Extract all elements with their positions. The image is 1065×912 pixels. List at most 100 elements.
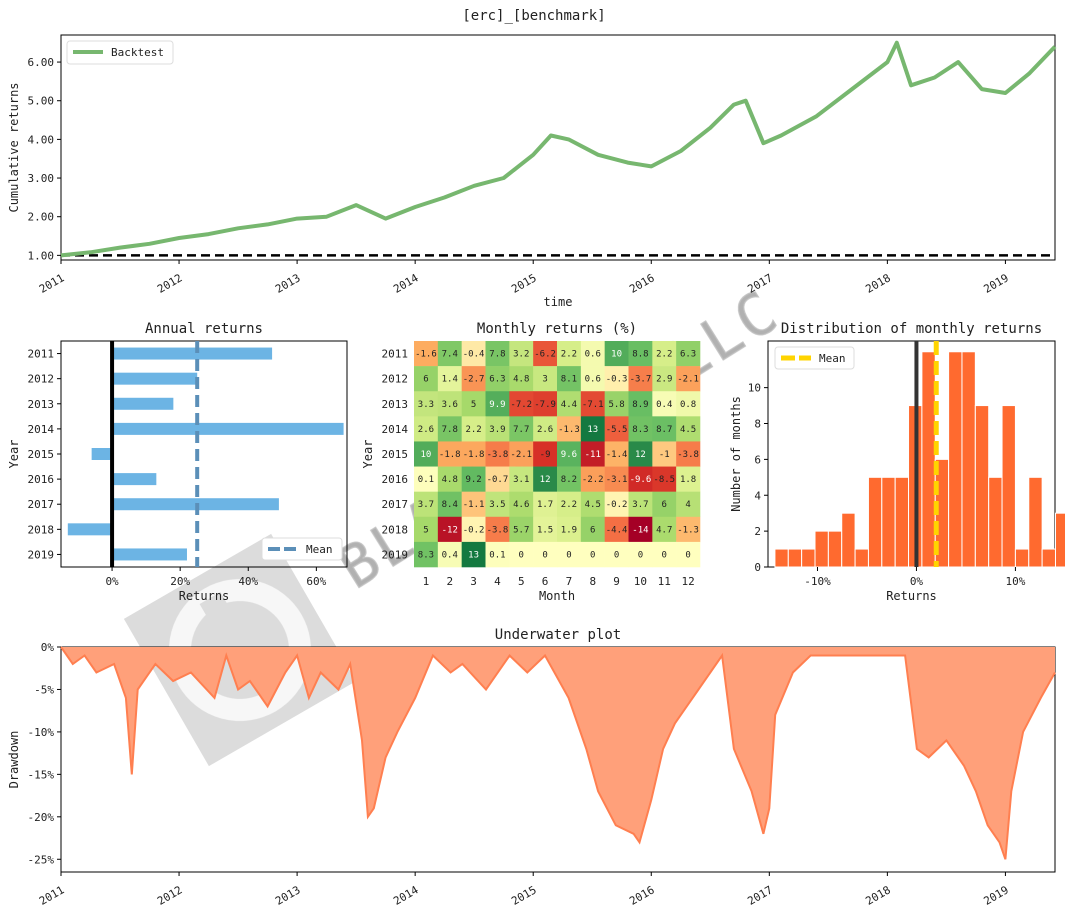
- cell-2012-5: [509, 366, 534, 392]
- cell-label-2014-7: -1.3: [558, 425, 580, 435]
- cell-label-2016-7: 8.2: [561, 475, 577, 485]
- cell-label-2017-2: 8.4: [442, 500, 458, 510]
- hist-bar: [774, 548, 789, 568]
- y-tick-label: 2019: [382, 548, 409, 561]
- cell-2013-8: [580, 391, 605, 417]
- cell-label-2011-4: 7.8: [489, 350, 505, 360]
- cell-2012-11: [652, 366, 677, 392]
- cell-label-2016-4: -0.7: [487, 475, 509, 485]
- cell-2015-7: [557, 441, 582, 467]
- cell-2014-10: [628, 416, 653, 442]
- cell-label-2019-4: 0.1: [489, 550, 505, 560]
- hist-bar: [961, 351, 976, 568]
- bar-2019: [112, 548, 187, 561]
- cell-label-2014-5: 7.7: [513, 425, 529, 435]
- y-axis-label: Drawdown: [7, 731, 21, 789]
- cell-label-2018-2: -12: [442, 525, 458, 535]
- bar-2013: [112, 397, 174, 410]
- cell-2018-12: [676, 516, 701, 543]
- y-tick-label: -5%: [34, 683, 54, 696]
- cell-label-2019-1: 8.3: [418, 550, 434, 560]
- cell-2017-7: [557, 491, 582, 518]
- legend-box: [66, 40, 174, 65]
- y-tick-label: 5.00: [28, 95, 55, 108]
- cell-label-2019-2: 0.4: [442, 550, 458, 560]
- cell-label-2017-4: 3.5: [489, 500, 505, 510]
- x-tick-label: 1: [423, 575, 430, 588]
- cell-label-2013-9: 5.8: [608, 400, 624, 410]
- cell-label-2018-5: 5.7: [513, 525, 529, 535]
- hist-bar: [854, 548, 869, 568]
- cell-2014-5: [509, 416, 534, 442]
- cell-2014-3: [461, 416, 486, 442]
- x-tick-label: 2018: [863, 883, 892, 908]
- cell-2011-2: [437, 341, 462, 367]
- y-tick-label: 2012: [382, 373, 409, 386]
- y-tick-label: -25%: [28, 853, 55, 866]
- cell-label-2015-2: -1.8: [439, 450, 461, 460]
- hist-bar: [801, 548, 816, 568]
- monthly-returns-heatmap: Monthly returns (%) -1.6 7.4 -0.4 7.8 3.2 -6.2…: [361, 321, 701, 603]
- cell-label-2012-5: 4.8: [513, 375, 529, 385]
- cell-label-2014-4: 3.9: [489, 425, 505, 435]
- y-tick-label: 2018: [382, 523, 409, 536]
- cell-label-2016-9: -3.1: [606, 475, 628, 485]
- cell-label-2014-3: 2.2: [465, 425, 481, 435]
- cell-2019-1: [414, 541, 439, 568]
- cell-2019-2: [437, 541, 462, 568]
- y-tick-label: 6.00: [28, 56, 55, 69]
- cell-label-2012-8: 0.6: [585, 375, 601, 385]
- y-tick-label: 8: [754, 418, 761, 431]
- cell-label-2018-11: 4.7: [656, 525, 672, 535]
- cell-label-2016-1: 0.1: [418, 475, 434, 485]
- x-tick-label: 2013: [273, 883, 302, 908]
- cell-2014-12: [676, 416, 701, 442]
- legend-label-backtest: Backtest: [111, 46, 164, 59]
- y-tick-label: 2014: [382, 423, 409, 436]
- cell-2013-4: [485, 391, 510, 417]
- cell-2016-6: [533, 466, 558, 492]
- cell-label-2016-6: 12: [540, 475, 551, 485]
- cell-label-2013-11: 0.4: [656, 400, 672, 410]
- cell-label-2011-3: -0.4: [463, 350, 485, 360]
- cell-2016-9: [604, 466, 629, 492]
- x-tick-label: 2014: [391, 883, 421, 908]
- cell-label-2018-7: 1.9: [561, 525, 577, 535]
- hist-bar: [921, 351, 936, 568]
- x-tick-label: 2011: [37, 271, 66, 296]
- cell-label-2017-7: 2.2: [561, 500, 577, 510]
- cell-2011-3: [461, 341, 486, 367]
- x-tick-label: 11: [658, 575, 671, 588]
- y-tick-label: 6: [754, 453, 761, 466]
- cell-2018-6: [533, 516, 558, 543]
- y-tick-label: 10: [748, 382, 761, 395]
- cell-2016-7: [557, 466, 582, 492]
- chart-title: Underwater plot: [495, 627, 621, 643]
- cell-label-2018-1: 5: [423, 525, 428, 535]
- cell-2014-6: [533, 416, 558, 442]
- chart-title: Distribution of monthly returns: [781, 321, 1042, 337]
- cell-2015-2: [437, 441, 462, 467]
- cell-2016-2: [437, 466, 462, 492]
- hist-bar: [1041, 548, 1056, 568]
- cell-2019-10: [628, 541, 653, 568]
- cell-2019-4: [485, 541, 510, 568]
- cell-label-2019-10: 0: [638, 550, 643, 560]
- cell-2018-1: [414, 516, 439, 543]
- cell-2014-2: [437, 416, 462, 442]
- cell-label-2017-8: 4.5: [585, 500, 601, 510]
- cell-label-2017-6: 1.7: [537, 500, 553, 510]
- underwater-chart: Underwater plot 0% -5% -10% -15% -20% -25% 2011…: [7, 627, 1056, 908]
- cell-label-2017-11: 6: [662, 500, 667, 510]
- cell-2018-9: [604, 516, 629, 543]
- cell-label-2011-12: 6.3: [680, 350, 696, 360]
- cell-label-2012-7: 8.1: [561, 375, 577, 385]
- cell-label-2016-10: -9.6: [630, 475, 652, 485]
- cell-label-2018-9: -4.4: [606, 525, 628, 535]
- cell-2013-1: [414, 391, 439, 417]
- legend-box: [261, 537, 343, 561]
- monthly-distribution-chart: Distribution of monthly returns 0 2 4 6 8 10 -1…: [729, 321, 1065, 603]
- hist-bar: [867, 476, 883, 568]
- x-tick-label: 2: [446, 575, 453, 588]
